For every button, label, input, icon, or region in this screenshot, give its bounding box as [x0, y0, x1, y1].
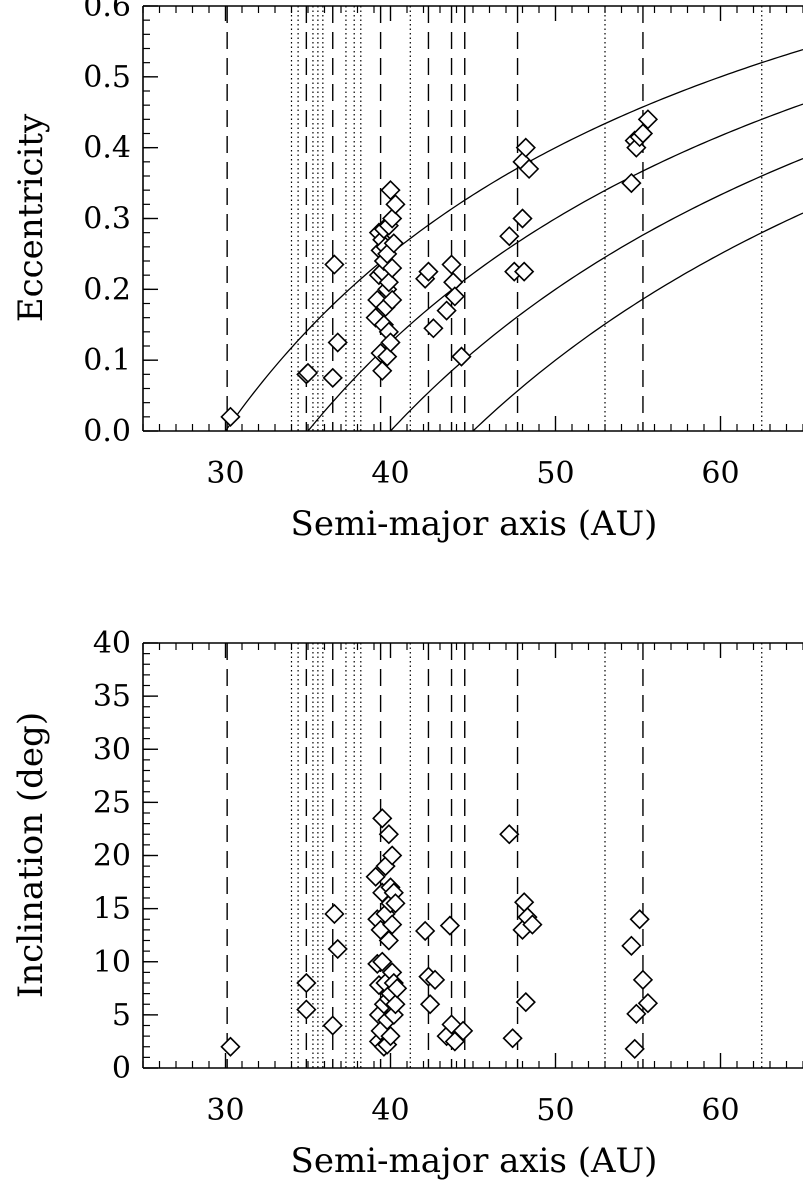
data-point [382, 289, 403, 311]
data-point [386, 978, 408, 999]
y-tick-label: 40 [93, 626, 131, 661]
data-point [637, 993, 659, 1014]
y-tick-label: 35 [93, 679, 131, 714]
x-axis-label: Semi-major axis (AU) [291, 504, 658, 544]
data-point [621, 935, 642, 956]
data-point [382, 845, 403, 866]
y-tick-label: 0.4 [83, 131, 131, 166]
data-point [372, 951, 393, 972]
data-point [365, 866, 386, 887]
x-tick-label: 30 [206, 456, 244, 491]
y-axis-label: Eccentricity [11, 113, 51, 322]
x-tick-label: 40 [371, 1093, 409, 1128]
data-point [632, 969, 654, 990]
y-tick-label: 0 [112, 1051, 131, 1086]
data-point [372, 808, 393, 829]
data-point [512, 208, 533, 229]
data-point [297, 362, 319, 384]
perihelion-curve [472, 212, 803, 432]
x-tick-label: 50 [536, 1093, 574, 1128]
x-tick-label: 50 [536, 456, 574, 491]
inclination-panel: Semi-major axis (AU) Inclination (deg) 3… [11, 626, 803, 1181]
y-tick-label: 0.5 [83, 60, 131, 95]
data-point [385, 194, 406, 215]
data-point [522, 914, 543, 935]
y-tick-label: 30 [93, 732, 131, 767]
data-point [515, 137, 536, 158]
x-tick-label: 40 [371, 456, 409, 491]
y-tick-label: 10 [93, 945, 131, 980]
data-point [424, 969, 446, 990]
data-point [444, 286, 465, 307]
data-point [378, 272, 399, 293]
data-point [296, 972, 317, 994]
y-tick-label: 25 [93, 785, 131, 820]
data-point [377, 346, 398, 367]
y-tick-label: 0.6 [83, 0, 131, 24]
y-tick-label: 0.3 [83, 202, 131, 237]
data-point [629, 909, 650, 930]
data-point [378, 824, 399, 845]
data-point [452, 1020, 474, 1041]
data-point [322, 1015, 343, 1036]
y-axis-label: Inclination (deg) [11, 712, 51, 998]
data-point [378, 930, 399, 951]
data-point [383, 233, 404, 254]
data-point [637, 109, 659, 130]
data-point [382, 914, 403, 935]
data-point [415, 920, 436, 942]
x-axis-label: Semi-major axis (AU) [291, 1141, 658, 1181]
data-point [502, 1028, 523, 1049]
data-point [385, 893, 406, 914]
data-point [220, 1036, 241, 1057]
data-point [624, 1038, 645, 1060]
y-tick-label: 5 [112, 998, 131, 1033]
data-point [382, 208, 403, 229]
y-tick-label: 15 [93, 892, 131, 927]
data-point [439, 915, 461, 936]
data-point [324, 254, 345, 275]
y-tick-label: 20 [93, 839, 131, 874]
data-point [499, 226, 520, 247]
data-point [499, 824, 520, 845]
data-point [418, 261, 439, 282]
data-point [327, 332, 348, 353]
data-point [380, 332, 401, 353]
y-tick-label: 0.2 [83, 272, 131, 307]
data-point [296, 999, 317, 1020]
data-point [514, 261, 535, 282]
data-point [385, 994, 406, 1015]
data-point [441, 254, 462, 275]
perihelion-curve [224, 48, 803, 432]
data-point [327, 938, 348, 960]
data-point [436, 300, 457, 321]
y-tick-label: 0.1 [83, 343, 131, 378]
data-point [220, 406, 241, 427]
y-tick-label: 0.0 [83, 414, 131, 449]
data-point [423, 318, 444, 339]
data-point [322, 367, 343, 389]
data-point [380, 1025, 401, 1047]
data-point [324, 903, 345, 925]
data-point [419, 994, 441, 1015]
data-point [626, 1003, 647, 1024]
eccentricity-panel: Semi-major axis (AU) Eccentricity 30 40 50… [11, 0, 803, 544]
data-point [451, 346, 472, 367]
data-point [515, 991, 536, 1013]
data-point [518, 158, 540, 180]
x-tick-label: 60 [701, 456, 739, 491]
x-tick-label: 60 [701, 1093, 739, 1128]
x-tick-label: 30 [206, 1093, 244, 1128]
data-point [382, 257, 403, 279]
data-point [621, 172, 642, 194]
